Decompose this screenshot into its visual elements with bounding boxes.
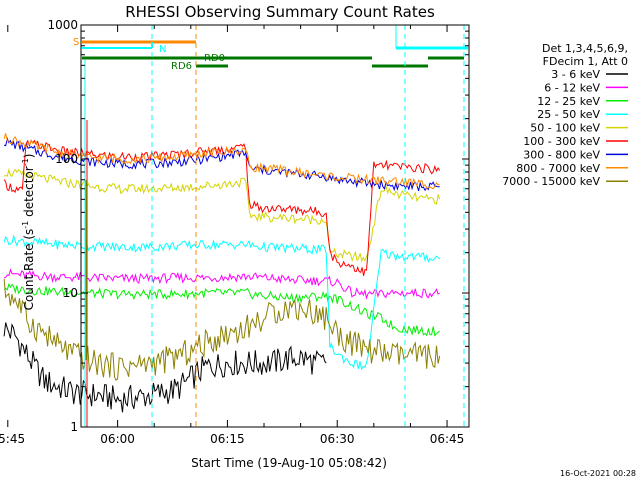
y-label-mid: detector xyxy=(22,166,36,221)
flag-label-RD6: RD6 xyxy=(171,61,192,72)
flag-label-RD0: RD0 xyxy=(204,53,225,64)
series-line xyxy=(3,167,441,263)
series-line xyxy=(3,136,440,192)
x-tick-label: 05:45 xyxy=(0,432,25,446)
series-7000_15000keV xyxy=(3,278,441,381)
series-6_12keV xyxy=(3,268,440,300)
y-label-main: Count Rate (s xyxy=(22,229,36,311)
y-label-sup2: -1 xyxy=(21,158,30,166)
y-tick-label: 1 xyxy=(70,420,78,434)
legend-entry-label: 100 - 300 keV xyxy=(523,135,600,148)
x-tick-label: 06:30 xyxy=(320,432,355,446)
series-layer xyxy=(3,133,441,413)
legend: Det 1,3,4,5,6,9,FDecim 1, Att 03 - 6 keV… xyxy=(502,42,628,188)
series-12_25keV xyxy=(3,282,440,337)
axes-layer: 110100100005:1505:3005:4506:0006:1506:30… xyxy=(0,18,469,446)
series-800_7000keV xyxy=(3,133,440,190)
plot-frame xyxy=(80,24,470,428)
series-line xyxy=(3,322,327,413)
legend-entry-label: 6 - 12 keV xyxy=(544,81,600,94)
y-tick-label: 1000 xyxy=(47,18,78,32)
legend-entry-label: 300 - 800 keV xyxy=(523,148,600,161)
y-axis-label: Count Rate (s-1 detector-1) xyxy=(21,154,36,311)
legend-header-line: FDecim 1, Att 0 xyxy=(543,55,628,68)
legend-entry-label: 12 - 25 keV xyxy=(537,95,600,108)
legend-header-line: Det 1,3,4,5,6,9, xyxy=(542,42,628,55)
series-line xyxy=(3,282,440,337)
chart-title: RHESSI Observing Summary Count Rates xyxy=(125,3,435,21)
series-300_800keV xyxy=(3,136,440,192)
series-line xyxy=(3,133,440,190)
flag-label-S: S xyxy=(73,37,79,48)
series-25_50keV xyxy=(3,234,440,371)
flag-layer: S N RD0 RD6 xyxy=(73,25,468,427)
series-3_6keV xyxy=(3,322,327,413)
x-axis-label: Start Time (19-Aug-10 05:08:42) xyxy=(191,456,387,470)
x-tick-label: 06:15 xyxy=(210,432,245,446)
x-tick-label: 06:45 xyxy=(430,432,465,446)
series-line xyxy=(3,268,440,300)
legend-entry-label: 25 - 50 keV xyxy=(537,108,600,121)
timestamp: 16-Oct-2021 00:28 xyxy=(560,469,636,478)
y-tick-label: 100 xyxy=(55,152,78,166)
y-label-sup1: -1 xyxy=(21,221,30,229)
series-50_100keV xyxy=(3,167,441,263)
series-line xyxy=(3,278,441,381)
y-tick-label: 10 xyxy=(63,286,78,300)
legend-entry-label: 7000 - 15000 keV xyxy=(502,175,600,188)
flag-label-N: N xyxy=(159,44,166,55)
x-tick-label: 06:00 xyxy=(100,432,135,446)
series-line xyxy=(3,234,440,371)
y-label-end: ) xyxy=(22,154,36,159)
legend-entry-label: 50 - 100 keV xyxy=(530,122,600,135)
legend-entry-label: 3 - 6 keV xyxy=(551,68,600,81)
legend-entry-label: 800 - 7000 keV xyxy=(516,162,600,175)
